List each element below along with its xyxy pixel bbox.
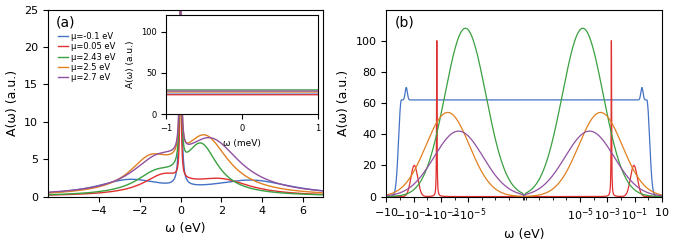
μ=2.7 eV [145,157,153,160]
μ=-0.1 eV [221,181,229,184]
μ=2.7 eV [269,180,277,183]
X-axis label: ω (eV): ω (eV) [165,222,206,235]
μ=2.43 eV [145,171,153,174]
Y-axis label: A(ω) (a.u.): A(ω) (a.u.) [5,70,18,136]
μ=2.43 eV [221,172,229,175]
μ=0.05 eV [176,18,184,21]
μ=0.05 eV [207,177,215,180]
X-axis label: ω (eV): ω (eV) [504,228,544,242]
μ=2.5 eV [221,154,229,157]
μ=2.43 eV [207,152,215,155]
Line: μ=0.05 eV: μ=0.05 eV [42,20,323,195]
μ=-0.1 eV [176,12,184,15]
μ=0.05 eV [319,193,327,196]
Line: μ=2.43 eV: μ=2.43 eV [42,0,323,195]
μ=-0.1 eV [319,189,327,192]
μ=0.05 eV [269,189,277,192]
μ=2.5 eV [269,185,277,188]
μ=0.05 eV [89,192,97,195]
μ=2.43 eV [269,191,277,194]
μ=2.5 eV [38,192,46,195]
μ=2.43 eV [38,193,46,196]
Line: μ=2.7 eV: μ=2.7 eV [42,0,323,193]
Text: (a): (a) [56,15,76,29]
μ=2.7 eV [319,189,327,192]
μ=2.5 eV [319,191,327,194]
μ=2.7 eV [248,170,256,173]
μ=-0.1 eV [145,180,153,183]
μ=0.05 eV [248,185,256,188]
μ=0.05 eV [221,177,229,180]
μ=2.43 eV [248,187,256,190]
μ=-0.1 eV [38,192,46,195]
Line: μ=-0.1 eV: μ=-0.1 eV [42,14,323,193]
μ=2.7 eV [38,191,46,194]
μ=2.5 eV [89,187,97,190]
μ=-0.1 eV [89,185,97,188]
Line: μ=2.5 eV: μ=2.5 eV [42,0,323,193]
μ=0.05 eV [38,194,46,197]
μ=2.7 eV [89,186,97,189]
Y-axis label: A(ω) (a.u.): A(ω) (a.u.) [337,70,350,136]
μ=-0.1 eV [248,179,256,182]
μ=-0.1 eV [269,181,277,184]
μ=2.43 eV [89,191,97,194]
μ=2.43 eV [319,193,327,196]
μ=2.5 eV [248,178,256,181]
μ=2.5 eV [207,136,215,139]
μ=-0.1 eV [207,183,215,186]
μ=2.7 eV [221,145,229,148]
μ=2.5 eV [145,153,153,156]
μ=2.7 eV [207,136,215,139]
Legend: μ=-0.1 eV, μ=0.05 eV, μ=2.43 eV, μ=2.5 eV, μ=2.7 eV: μ=-0.1 eV, μ=0.05 eV, μ=2.43 eV, μ=2.5 e… [55,29,119,85]
Text: (b): (b) [395,15,414,29]
μ=0.05 eV [145,178,153,181]
